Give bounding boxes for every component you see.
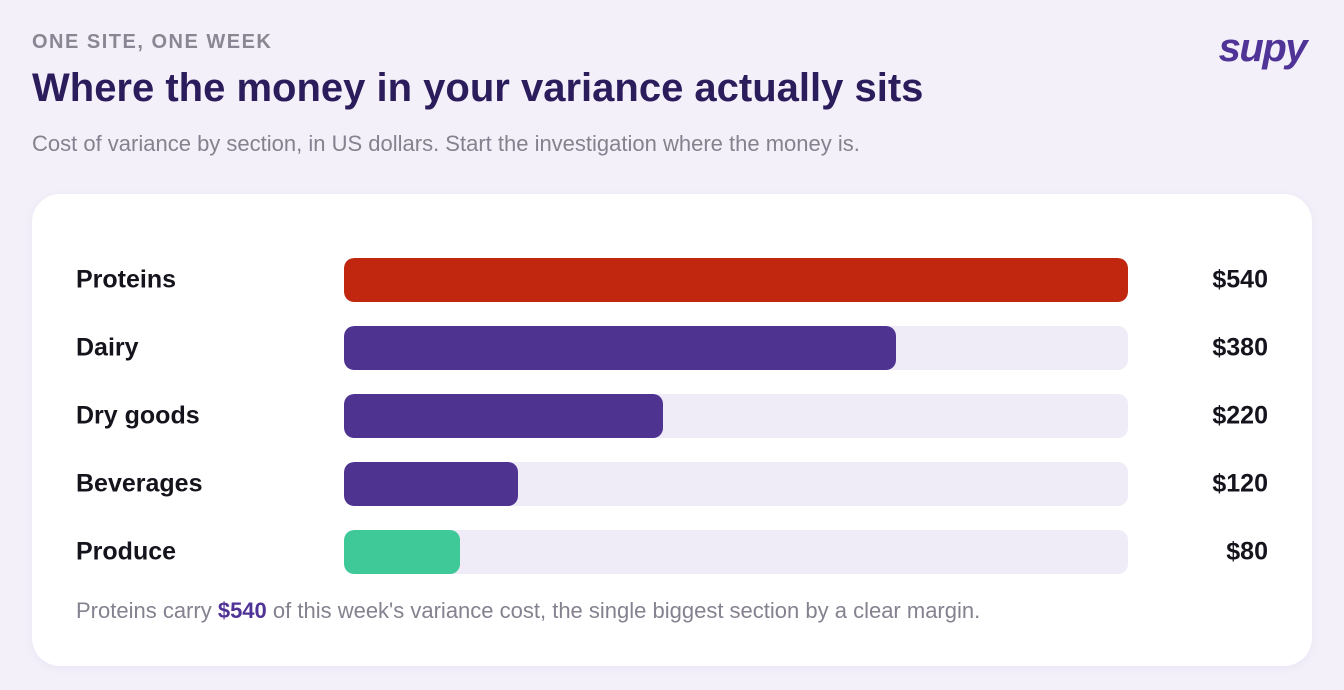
bar-label: Dairy — [76, 333, 139, 362]
bar — [344, 462, 519, 506]
bar-label: Proteins — [76, 265, 177, 294]
bar — [344, 258, 1128, 302]
subtitle: Cost of variance by section, in US dolla… — [32, 131, 860, 156]
page-title: Where the money in your variance actuall… — [32, 66, 924, 110]
bar-row-produce: Produce $80 — [76, 530, 1268, 574]
bar-track — [344, 258, 1128, 302]
bar-value-label: $80 — [1226, 537, 1268, 566]
note-prefix: Proteins carry — [76, 598, 218, 623]
bar — [344, 394, 664, 438]
bar-track — [344, 394, 1128, 438]
bar-track — [344, 326, 1128, 370]
bar-label: Beverages — [76, 469, 203, 498]
bar-track — [344, 462, 1128, 506]
bar-row-dry-goods: Dry goods $220 — [76, 394, 1268, 438]
bar — [344, 326, 896, 370]
bar-label: Produce — [76, 537, 177, 566]
bar-row-beverages: Beverages $120 — [76, 462, 1268, 506]
supy-logo: supy — [1218, 26, 1308, 70]
chart-note: Proteins carry $540 of this week's varia… — [76, 598, 980, 624]
note-suffix: of this week's variance cost, the single… — [266, 598, 981, 623]
chart-card: Proteins $540 Dairy $380 Dry goods $220 Bevera… — [32, 194, 1312, 666]
bar-row-dairy: Dairy $380 — [76, 326, 1268, 370]
bar-value-label: $540 — [1212, 265, 1268, 294]
eyebrow: ONE SITE, ONE WEEK — [32, 31, 273, 53]
bar-value-label: $120 — [1212, 469, 1268, 498]
note-highlight: $540 — [217, 598, 267, 623]
bar-value-label: $220 — [1212, 401, 1268, 430]
bar-track — [344, 530, 1128, 574]
bar-label: Dry goods — [76, 401, 200, 430]
bar-value-label: $380 — [1212, 333, 1268, 362]
bar — [344, 530, 461, 574]
bar-row-proteins: Proteins $540 — [76, 258, 1268, 302]
